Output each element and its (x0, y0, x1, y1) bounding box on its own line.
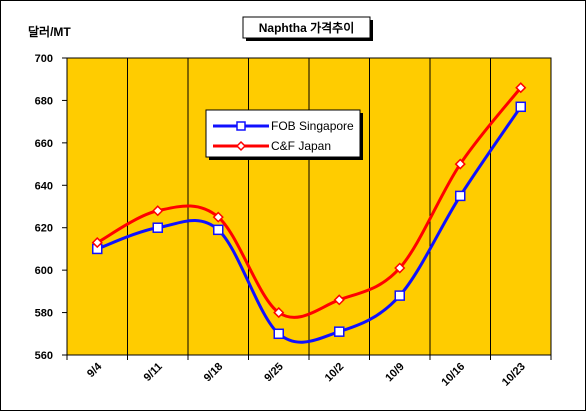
chart-title-box: Naphtha 가격추이 (242, 16, 373, 41)
data-point-diamond (394, 262, 406, 274)
x-tick-label: 10/9 (383, 361, 407, 385)
y-tick-label: 580 (35, 308, 53, 320)
data-point-square (394, 290, 405, 301)
data-point-square (334, 326, 345, 337)
x-axis-ticks: 9/4 9/11 9/18 9/25 10/2 10/9 10/16 10/23 (66, 355, 552, 389)
y-tick-label: 660 (35, 138, 53, 150)
data-point-square (455, 190, 466, 202)
legend-marker-cf-japan (235, 140, 247, 152)
y-tick-label: 600 (35, 265, 53, 277)
data-point-diamond (91, 237, 103, 249)
x-tick-label: 9/18 (202, 361, 226, 385)
data-point-diamond (454, 158, 466, 170)
data-point-square (515, 101, 526, 113)
legend-label-fob-singapore: FOB Singapore (271, 119, 354, 133)
data-point-square (152, 222, 163, 233)
y-axis-label: 달러/MT (28, 24, 71, 39)
y-axis-ticks: 560 580 600 620 640 660 680 700 (35, 53, 67, 362)
data-point-square (273, 328, 284, 340)
legend-label-cf-japan: C&F Japan (271, 139, 331, 153)
x-tick-label: 10/2 (323, 361, 347, 385)
y-tick-label: 620 (35, 223, 53, 235)
legend-marker-fob-singapore (236, 121, 246, 131)
legend-item-fob-singapore: FOB Singapore (213, 119, 354, 133)
data-point-diamond (212, 211, 224, 223)
legend: FOB Singapore C&F Japan (205, 109, 363, 160)
series-cf-japan (91, 82, 527, 319)
data-point-diamond (152, 205, 164, 217)
x-tick-label: 10/16 (439, 361, 467, 389)
series-layer (91, 82, 527, 344)
data-point-diamond (515, 82, 527, 94)
legend-item-cf-japan: C&F Japan (213, 139, 331, 153)
x-tick-label: 9/4 (85, 360, 105, 380)
x-tick-label: 9/11 (142, 361, 165, 384)
y-tick-label: 680 (35, 95, 53, 107)
x-tick-label: 9/25 (262, 361, 286, 385)
y-tick-label: 560 (35, 350, 53, 362)
data-point-diamond (273, 307, 285, 319)
y-tick-label: 700 (35, 53, 53, 65)
chart-title: Naphtha 가격추이 (259, 20, 355, 35)
data-point-square (213, 224, 224, 236)
data-point-diamond (333, 294, 345, 306)
series-fob-singapore (92, 101, 526, 344)
series-line (96, 86, 522, 319)
x-tick-label: 10/23 (500, 361, 528, 389)
y-tick-label: 640 (35, 180, 53, 192)
gridlines (127, 58, 491, 355)
